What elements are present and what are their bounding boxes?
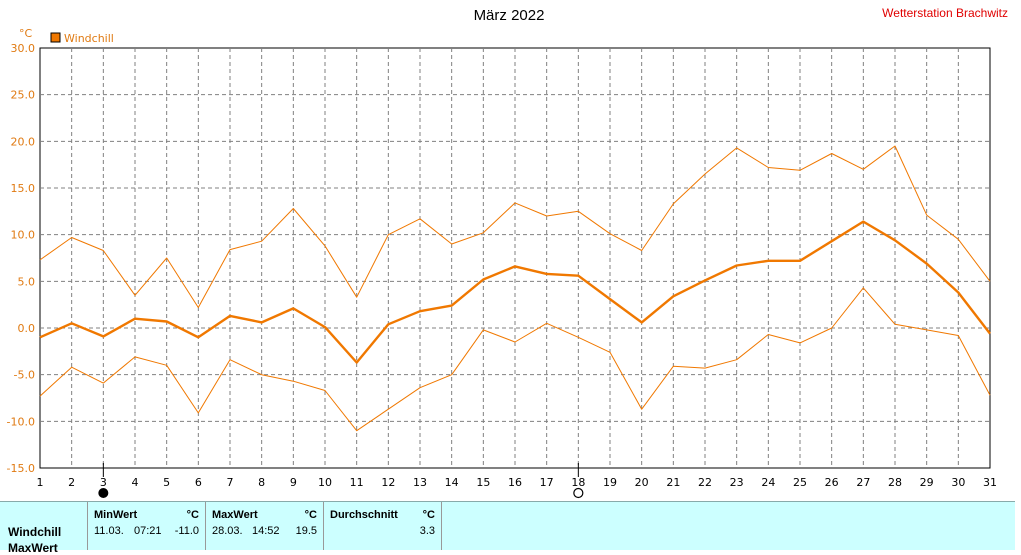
legend-swatch (50, 32, 61, 43)
y-axis-ticks: 30.0 25.0 20.0 15.0 10.0 5.0 0.0 -5.0 -10.0 -15.0 (7, 42, 35, 475)
y-tick-label: -10.0 (7, 415, 35, 428)
avg-header: Durchschnitt (330, 509, 398, 521)
min-date: 11.03. (94, 525, 124, 537)
x-tick-label: 25 (793, 476, 807, 489)
x-tick-label: 16 (508, 476, 522, 489)
stats-row-label: MaxWert (8, 541, 58, 555)
x-tick-label: 10 (318, 476, 332, 489)
x-tick-label: 5 (163, 476, 170, 489)
stats-panel: Windchill MaxWert MinWert °C 11.03. 07:2… (0, 501, 1015, 555)
y-tick-label: 5.0 (18, 275, 36, 288)
x-tick-label: 20 (635, 476, 649, 489)
x-tick-label: 23 (730, 476, 744, 489)
series-lines (39, 145, 991, 432)
x-tick-label: 9 (290, 476, 297, 489)
max-time: 14:52 (252, 525, 280, 537)
legend-label: Windchill (64, 32, 114, 45)
x-tick-label: 1 (37, 476, 44, 489)
grid-lines (40, 48, 990, 468)
avg-value: 3.3 (419, 525, 435, 537)
x-tick-label: 14 (445, 476, 459, 489)
chart-svg: 1 2 3 4 5 6 7 8 9 10 11 12 13 14 15 16 17 18 19 20 21 22 23 24 2… (7, 6, 1008, 499)
x-tick-label: 30 (951, 476, 965, 489)
max-date: 28.03. (212, 525, 243, 537)
station-name: Wetterstation Brachwitz (882, 6, 1008, 20)
x-tick-label: 17 (540, 476, 554, 489)
y-tick-label: 20.0 (11, 135, 36, 148)
stats-row-label: Windchill (8, 525, 62, 539)
new-moon-icon (98, 488, 109, 498)
min-time: 07:21 (134, 525, 162, 537)
y-tick-label: -5.0 (14, 369, 35, 382)
x-tick-label: 15 (476, 476, 490, 489)
y-tick-label: 25.0 (11, 89, 36, 102)
y-axis-unit: °C (19, 27, 33, 40)
series-line-windchill-min (39, 287, 991, 432)
x-tick-label: 22 (698, 476, 712, 489)
stats-avg-cell: Durchschnitt °C 3.3 (324, 502, 442, 550)
full-moon-icon (573, 487, 584, 499)
x-tick-label: 28 (888, 476, 902, 489)
max-value: 19.5 (295, 525, 317, 537)
x-tick-label: 7 (227, 476, 234, 489)
moon-phase-markers (98, 463, 584, 499)
stats-max-cell: MaxWert °C 28.03. 14:52 19.5 (206, 502, 324, 550)
stats-row-labels: Windchill MaxWert (0, 502, 88, 555)
series-line-windchill-mean (39, 220, 991, 364)
x-tick-label: 21 (666, 476, 680, 489)
min-header: MinWert (94, 509, 138, 521)
x-tick-label: 13 (413, 476, 427, 489)
x-tick-label: 31 (983, 476, 997, 489)
x-tick-label: 18 (571, 476, 585, 489)
x-tick-label: 8 (258, 476, 265, 489)
x-tick-label: 19 (603, 476, 617, 489)
series-line-windchill-max (39, 145, 991, 308)
chart-title: März 2022 (474, 7, 545, 24)
x-tick-label: 12 (381, 476, 395, 489)
y-tick-label: -15.0 (7, 462, 35, 475)
x-tick-label: 24 (761, 476, 775, 489)
x-tick-label: 3 (100, 476, 107, 489)
y-tick-label: 0.0 (18, 322, 36, 335)
stats-min-cell: MinWert °C 11.03. 07:21 -11.0 (87, 502, 206, 550)
min-unit: °C (186, 509, 199, 521)
y-tick-label: 15.0 (11, 182, 36, 195)
min-value: -11.0 (174, 525, 199, 537)
y-tick-label: 30.0 (11, 42, 36, 55)
max-header: MaxWert (212, 509, 258, 521)
x-tick-label: 26 (825, 476, 839, 489)
x-tick-label: 27 (856, 476, 870, 489)
avg-unit: °C (422, 509, 435, 521)
x-tick-label: 29 (920, 476, 934, 489)
x-tick-label: 2 (68, 476, 75, 489)
x-tick-label: 6 (195, 476, 202, 489)
x-axis-ticks: 1 2 3 4 5 6 7 8 9 10 11 12 13 14 15 16 17 18 19 20 21 22 23 24 2… (37, 476, 998, 489)
x-tick-label: 4 (132, 476, 139, 489)
max-unit: °C (304, 509, 317, 521)
x-tick-label: 11 (350, 476, 364, 489)
y-tick-label: 10.0 (11, 229, 36, 242)
